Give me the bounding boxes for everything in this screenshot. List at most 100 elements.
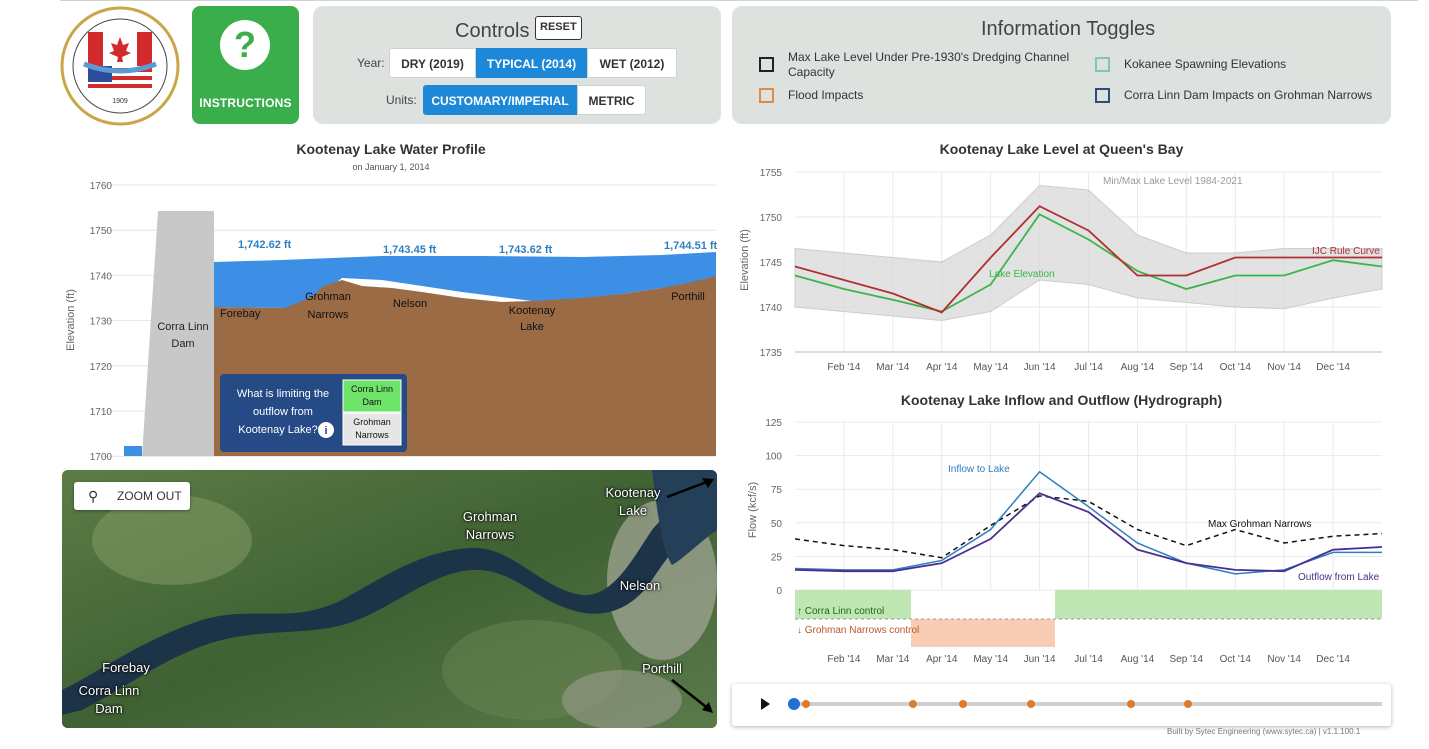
toggle-corra-linn-checkbox[interactable] [1095,88,1110,103]
level-xtick: Oct '14 [1220,362,1252,373]
lake-elevation-line [794,213,1383,313]
profile-title: Kootenay Lake Water Profile [296,141,486,157]
downstream-water [124,446,142,456]
limit-option-grohman[interactable] [342,412,402,446]
flow-xtick: Sep '14 [1170,654,1204,665]
satellite-map[interactable]: ⚲ ZOOM OUT Kootenay Lake Grohman Narrows N… [62,470,717,728]
level-porthill: 1,744.51 ft [664,240,718,252]
lake-water [214,252,716,310]
level-lines [794,205,1383,314]
instructions-button[interactable]: ? INSTRUCTIONS [192,6,299,124]
lake-elevation-label: Lake Elevation [989,269,1055,280]
grohman-control-label: ↓ Grohman Narrows control [797,625,919,636]
toggle-kokanee-checkbox[interactable] [1095,57,1110,72]
units-imperial[interactable]: CUSTOMARY/IMPERIAL [423,85,577,115]
toggle-flood-checkbox[interactable] [759,88,774,103]
place-nelson: Nelson [393,298,427,310]
flow-ytick: 25 [771,552,783,563]
profile-chart: Elevation (ft) 1760 1750 1740 1730 1720 1710 1… [65,181,718,462]
level-xtick: Dec '14 [1316,362,1350,373]
zoom-out-label: ZOOM OUT [117,489,182,503]
timeline-marker[interactable] [959,700,967,708]
timeline-handle[interactable] [788,698,800,710]
year-dry-2019[interactable]: DRY (2019) [389,48,476,78]
units-label: Units: [386,93,417,107]
level-xtick: Feb '14 [827,362,860,373]
flow-chart-title: Kootenay Lake Inflow and Outflow (Hydrog… [900,392,1223,408]
year-wet-2012[interactable]: WET (2012) [587,48,677,78]
level-band [794,184,1383,322]
level-ytick: 1740 [760,303,783,314]
help-icon: ? [220,20,270,70]
year-typical-2014[interactable]: TYPICAL (2014) [476,48,587,78]
ijc-rule-curve-line [794,205,1382,314]
grohman-control-band [911,619,1055,647]
toggle-dredging-label[interactable]: Max Lake Level Under Pre-1930's Dredging… [788,50,1070,79]
timeline-marker[interactable] [1184,700,1192,708]
level-nelson: 1,743.45 ft [383,244,437,256]
reset-button[interactable]: RESET [535,16,582,40]
flow-ylabel: Flow (kcf/s) [747,482,759,538]
rule-curve-label: IJC Rule Curve [1312,246,1380,257]
map-label-grohman-narrows: Grohman Narrows [462,509,518,542]
timeline-marker[interactable] [909,700,917,708]
search-icon: ⚲ [88,488,99,504]
units-metric[interactable]: METRIC [577,85,646,115]
controls-title: Controls [455,20,530,42]
flow-ytick: 100 [765,452,782,463]
outflow-label: Outflow from Lake [1298,572,1380,583]
level-ytick: 1745 [760,258,783,269]
level-chart-title: Kootenay Lake Level at Queen's Bay [939,141,1184,157]
dam-label: Corra Linn Dam [157,321,208,350]
limit-option-corra-linn[interactable] [342,379,402,413]
timeline-slider[interactable] [732,684,1391,726]
minmax-band [794,184,1383,322]
profile-ytick: 1750 [90,226,113,237]
controls-panel: Controls RESET Year: DRY (2019) TYPICAL … [313,6,721,124]
profile-ytick: 1740 [90,271,113,282]
toggle-corra-linn-label[interactable]: Corra Linn Dam Impacts on Grohman Narrow… [1124,88,1373,102]
inflow-label: Inflow to Lake [948,464,1010,475]
level-xtick: Jun '14 [1024,362,1056,373]
flow-xtick: Dec '14 [1316,654,1350,665]
toggles-title: Information Toggles [981,18,1156,40]
credit-text: Built by Sytec Engineering (www.sytec.ca… [1167,727,1361,736]
flow-ytick: 75 [771,485,783,496]
toggle-kokanee-label[interactable]: Kokanee Spawning Elevations [1124,57,1287,71]
timeline-marker[interactable] [1027,700,1035,708]
map-label-nelson: Nelson [619,578,661,593]
corra-control-band-2 [1055,590,1382,619]
flow-chart: Flow (kcf/s) 125 100 75 50 25 0 Feb '14 Mar '14… [747,418,1383,665]
level-xtick: Mar '14 [876,362,909,373]
play-icon[interactable] [761,698,770,710]
logo-year: 1909 [112,98,128,105]
flow-xtick: Jun '14 [1024,654,1056,665]
level-kootenay-lake: 1,743.62 ft [499,244,553,256]
flow-grid: 125 100 75 50 25 0 Feb '14 Mar '14 Apr '14 May '1… [765,418,1382,665]
zoom-out-button[interactable]: ⚲ ZOOM OUT [74,482,190,510]
place-kootenay-lake: Kootenay Lake [509,305,556,333]
level-ylabel: Elevation (ft) [739,229,751,291]
flow-xtick: Nov '14 [1267,654,1301,665]
profile-ylabel: Elevation (ft) [65,289,77,351]
flow-xtick: Mar '14 [876,654,909,665]
toggle-flood-label[interactable]: Flood Impacts [788,88,864,102]
toggle-dredging-checkbox[interactable] [759,57,774,72]
info-icon[interactable] [318,422,334,438]
outflow-line [794,492,1383,573]
level-chart: Elevation (ft) 1755 1750 1745 1740 1735 Feb '… [739,168,1383,373]
map-label-corra-linn-dam: Corra Linn Dam [78,683,140,716]
level-forebay: 1,742.62 ft [238,239,292,251]
timeline-marker[interactable] [1127,700,1135,708]
year-label: Year: [357,56,385,70]
corra-linn-dam-shape [142,211,214,456]
max-grohman-line [794,495,1383,559]
profile-ytick: 1730 [90,317,113,328]
profile-ytick: 1720 [90,362,113,373]
band-label: Min/Max Lake Level 1984-2021 [1103,176,1243,187]
level-xtick: Jul '14 [1074,362,1103,373]
kootenay-river [62,488,717,715]
level-xtick: Apr '14 [926,362,958,373]
timeline-marker[interactable] [802,700,810,708]
limiting-question: What is limiting the outflow from Kootenay… [237,388,329,436]
